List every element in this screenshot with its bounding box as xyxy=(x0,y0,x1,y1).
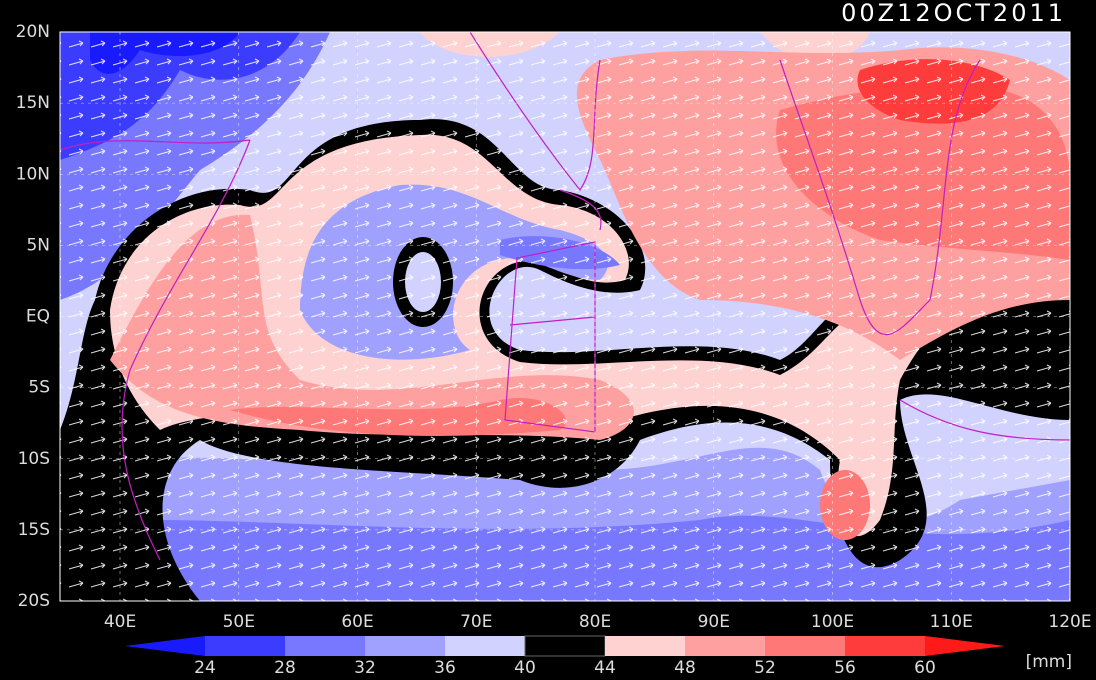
latitude-label: 10S xyxy=(18,449,50,469)
colorbar-arrow xyxy=(125,636,205,656)
colorbar-swatch xyxy=(365,636,445,656)
colorbar-label: 28 xyxy=(274,658,296,678)
colorbar-arrow xyxy=(925,636,1005,656)
colorbar-swatch xyxy=(845,636,925,656)
colorbar-swatch xyxy=(445,636,525,656)
longitude-label: 120E xyxy=(1048,612,1091,632)
colorbar-label: 40 xyxy=(514,658,536,678)
longitude-label: 70E xyxy=(460,612,492,632)
colorbar-label: 60 xyxy=(914,658,936,678)
colorbar-label: 52 xyxy=(754,658,776,678)
axis-labels: 20N 15N 10N 5N EQ 5S 10S 15S 20S 40E 50E 60E 70E 80E 9… xyxy=(16,22,1092,632)
latitude-label: 5S xyxy=(28,378,50,398)
colorbar-swatch xyxy=(685,636,765,656)
colorbar-swatch xyxy=(285,636,365,656)
longitude-label: 110E xyxy=(930,612,973,632)
longitude-label: 40E xyxy=(104,612,136,632)
colorbar-label: 24 xyxy=(194,658,216,678)
map-title: 00Z12OCT2011 xyxy=(841,0,1066,27)
colorbar-label: 56 xyxy=(834,658,856,678)
colorbar: 24 28 32 36 40 44 48 52 56 60 xyxy=(125,635,1005,678)
latitude-label: 20N xyxy=(16,22,50,42)
colorbar-unit: [mm] xyxy=(1026,652,1072,672)
longitude-label: 80E xyxy=(579,612,611,632)
longitude-label: 90E xyxy=(698,612,730,632)
colorbar-label: 36 xyxy=(434,658,456,678)
colorbar-swatch xyxy=(205,636,285,656)
colorbar-label: 44 xyxy=(594,658,616,678)
longitude-label: 50E xyxy=(223,612,255,632)
latitude-label: 15N xyxy=(16,93,50,113)
latitude-label: EQ xyxy=(26,307,50,327)
graticule xyxy=(60,32,1070,601)
latitude-label: 5N xyxy=(26,235,50,255)
latitude-label: 20S xyxy=(18,591,50,611)
coastline xyxy=(60,32,1070,561)
longitude-label: 60E xyxy=(341,612,373,632)
colorbar-label: 32 xyxy=(354,658,376,678)
colorbar-swatch xyxy=(765,636,845,656)
map-frame xyxy=(59,31,1071,602)
colorbar-label: 48 xyxy=(674,658,696,678)
latitude-label: 10N xyxy=(16,164,50,184)
colorbar-swatch xyxy=(524,635,606,657)
longitude-label: 100E xyxy=(811,612,854,632)
latitude-label: 15S xyxy=(18,520,50,540)
colorbar-swatch xyxy=(605,636,685,656)
